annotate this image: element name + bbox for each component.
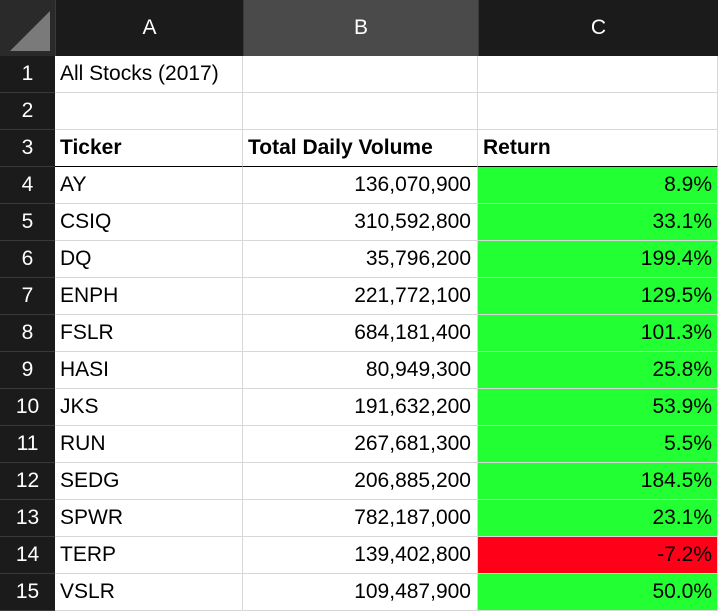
cell-ticker[interactable]: FSLR [55,315,243,352]
cell-ticker[interactable]: VSLR [55,574,243,611]
cell-return[interactable]: 184.5% [478,463,718,500]
table-row: 10 JKS 191,632,200 53.9% [0,389,718,426]
row-header[interactable]: 5 [0,204,55,241]
cell-volume[interactable]: 782,187,000 [243,500,478,537]
table-row: 11 RUN 267,681,300 5.5% [0,426,718,463]
cell-return[interactable]: 23.1% [478,500,718,537]
cell-volume[interactable]: 139,402,800 [243,537,478,574]
row-header[interactable]: 11 [0,426,55,463]
header-return[interactable]: Return [478,130,718,167]
cell-return[interactable]: 50.0% [478,574,718,611]
table-row: 13 SPWR 782,187,000 23.1% [0,500,718,537]
cell-volume[interactable]: 206,885,200 [243,463,478,500]
row-header[interactable]: 9 [0,352,55,389]
cell-return[interactable]: 8.9% [478,167,718,204]
row-header[interactable]: 14 [0,537,55,574]
cell-return[interactable]: 53.9% [478,389,718,426]
cell-volume[interactable]: 80,949,300 [243,352,478,389]
cell-volume[interactable]: 35,796,200 [243,241,478,278]
row-header[interactable]: 4 [0,167,55,204]
cell-ticker[interactable]: TERP [55,537,243,574]
row-header[interactable]: 7 [0,278,55,315]
cell-volume[interactable]: 684,181,400 [243,315,478,352]
cell-ticker[interactable]: AY [55,167,243,204]
table-row: 4 AY 136,070,900 8.9% [0,167,718,204]
row-header[interactable]: 15 [0,574,55,611]
row-header[interactable]: 1 [0,56,55,93]
row-header[interactable]: 6 [0,241,55,278]
cell-volume[interactable]: 221,772,100 [243,278,478,315]
cell-volume[interactable]: 191,632,200 [243,389,478,426]
cell-ticker[interactable]: HASI [55,352,243,389]
cell-volume[interactable]: 310,592,800 [243,204,478,241]
table-row: 9 HASI 80,949,300 25.8% [0,352,718,389]
cell-return[interactable]: 101.3% [478,315,718,352]
header-total-daily-volume[interactable]: Total Daily Volume [243,130,478,167]
row-number-column [0,56,55,611]
cell-ticker[interactable]: SEDG [55,463,243,500]
column-header-a[interactable]: A [55,0,243,56]
row-header[interactable]: 2 [0,93,55,130]
row-header[interactable]: 12 [0,463,55,500]
cell-ticker[interactable]: JKS [55,389,243,426]
cell-return[interactable]: -7.2% [478,537,718,574]
select-all-corner[interactable] [0,0,55,56]
select-all-triangle-icon [10,11,50,51]
cell-c2[interactable] [478,93,718,130]
cell-return[interactable]: 5.5% [478,426,718,463]
cell-return[interactable]: 199.4% [478,241,718,278]
cell-a2[interactable] [55,93,243,130]
table-row: 14 TERP 139,402,800 -7.2% [0,537,718,574]
header-ticker[interactable]: Ticker [55,130,243,167]
table-row: 15 VSLR 109,487,900 50.0% [0,574,718,611]
sheet-row: 2 [0,93,718,130]
row-header[interactable]: 10 [0,389,55,426]
cell-ticker[interactable]: CSIQ [55,204,243,241]
cell-return[interactable]: 129.5% [478,278,718,315]
table-row: 5 CSIQ 310,592,800 33.1% [0,204,718,241]
cell-b2[interactable] [243,93,478,130]
table-row: 6 DQ 35,796,200 199.4% [0,241,718,278]
sheet-row: 1 All Stocks (2017) [0,56,718,93]
row-header[interactable]: 8 [0,315,55,352]
cell-ticker[interactable]: SPWR [55,500,243,537]
table-row: 8 FSLR 684,181,400 101.3% [0,315,718,352]
cell-volume[interactable]: 136,070,900 [243,167,478,204]
cell-return[interactable]: 33.1% [478,204,718,241]
cell-volume[interactable]: 109,487,900 [243,574,478,611]
cell-return[interactable]: 25.8% [478,352,718,389]
cell-b1[interactable] [243,56,478,93]
column-header-c[interactable]: C [478,0,718,56]
table-row: 7 ENPH 221,772,100 129.5% [0,278,718,315]
cell-a1-title[interactable]: All Stocks (2017) [55,56,243,93]
row-header[interactable]: 13 [0,500,55,537]
cell-ticker[interactable]: ENPH [55,278,243,315]
cell-c1[interactable] [478,56,718,93]
column-header-b[interactable]: B [243,0,478,56]
row-header[interactable]: 3 [0,130,55,167]
cell-ticker[interactable]: DQ [55,241,243,278]
table-row: 12 SEDG 206,885,200 184.5% [0,463,718,500]
cell-ticker[interactable]: RUN [55,426,243,463]
table-header-row: 3 Ticker Total Daily Volume Return [0,130,718,167]
cell-volume[interactable]: 267,681,300 [243,426,478,463]
